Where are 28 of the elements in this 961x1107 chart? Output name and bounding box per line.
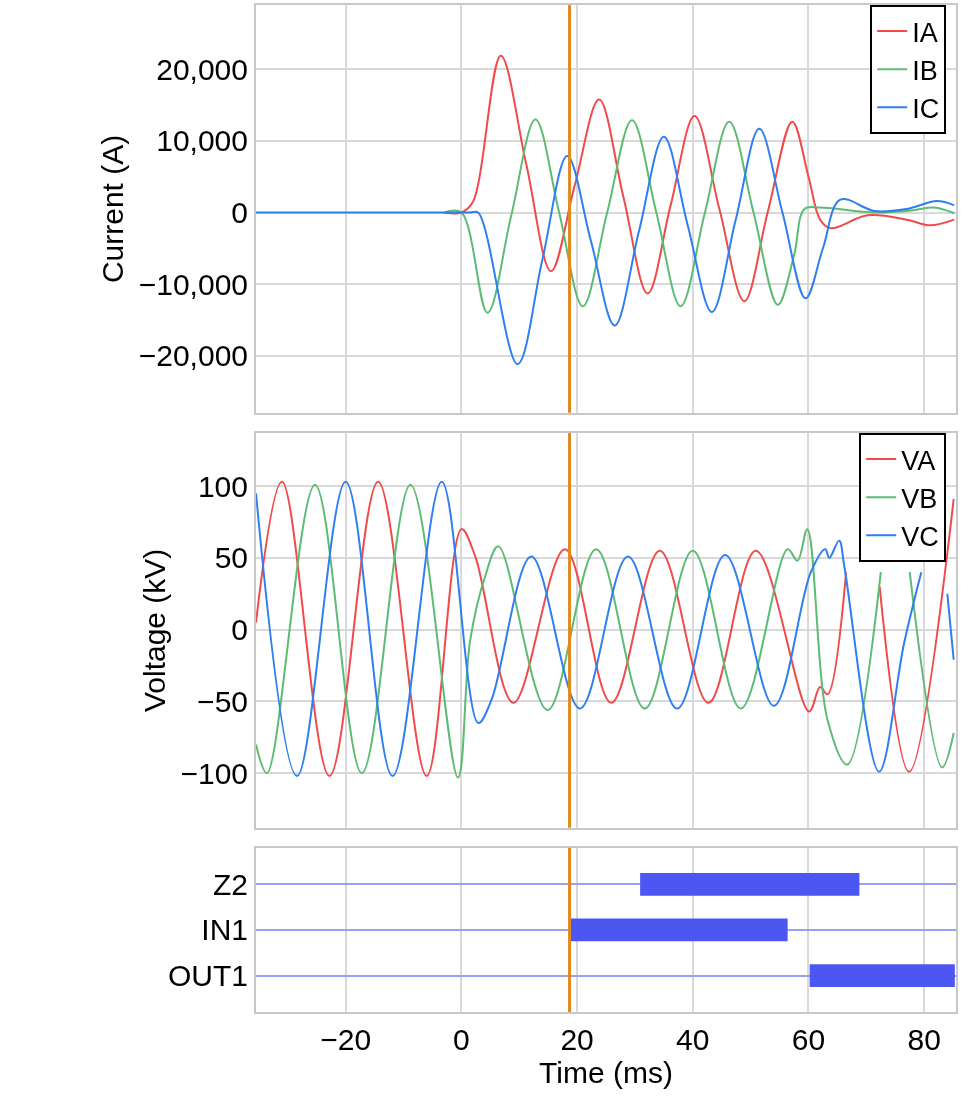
x-tick-label: 80 <box>907 1023 941 1056</box>
legend-label: IB <box>912 55 938 86</box>
x-tick-label: 60 <box>791 1023 826 1056</box>
legend-label: IA <box>912 17 938 48</box>
y-tick-label: −50 <box>197 684 248 718</box>
x-tick-label: 40 <box>676 1023 710 1056</box>
y-tick-label: −100 <box>180 756 248 790</box>
y-axis-title: Current (A) <box>96 134 130 284</box>
legend-label: VB <box>901 483 938 514</box>
y-axis-title: Voltage (kV) <box>137 548 171 713</box>
y-tick-label: IN1 <box>201 913 248 947</box>
y-tick-label: 100 <box>197 469 248 503</box>
y-tick-label: −20,000 <box>138 339 248 373</box>
y-tick-label: 0 <box>231 196 248 229</box>
y-tick-label: 20,000 <box>156 52 248 86</box>
legend-label: VA <box>901 445 936 476</box>
y-tick-label: −10,000 <box>138 267 248 301</box>
x-tick-label: 20 <box>560 1023 594 1056</box>
legend-label: IC <box>912 93 940 124</box>
legend-label: VC <box>901 521 939 552</box>
y-tick-label: 50 <box>214 541 248 575</box>
x-axis-title: Time (ms) <box>539 1056 673 1089</box>
y-tick-label: 0 <box>231 613 248 647</box>
y-tick-label: OUT1 <box>167 959 248 993</box>
x-tick-label: 0 <box>453 1023 470 1056</box>
y-tick-label: 10,000 <box>156 124 248 158</box>
y-tick-label: Z2 <box>212 867 248 901</box>
x-tick-label: −20 <box>320 1023 372 1056</box>
